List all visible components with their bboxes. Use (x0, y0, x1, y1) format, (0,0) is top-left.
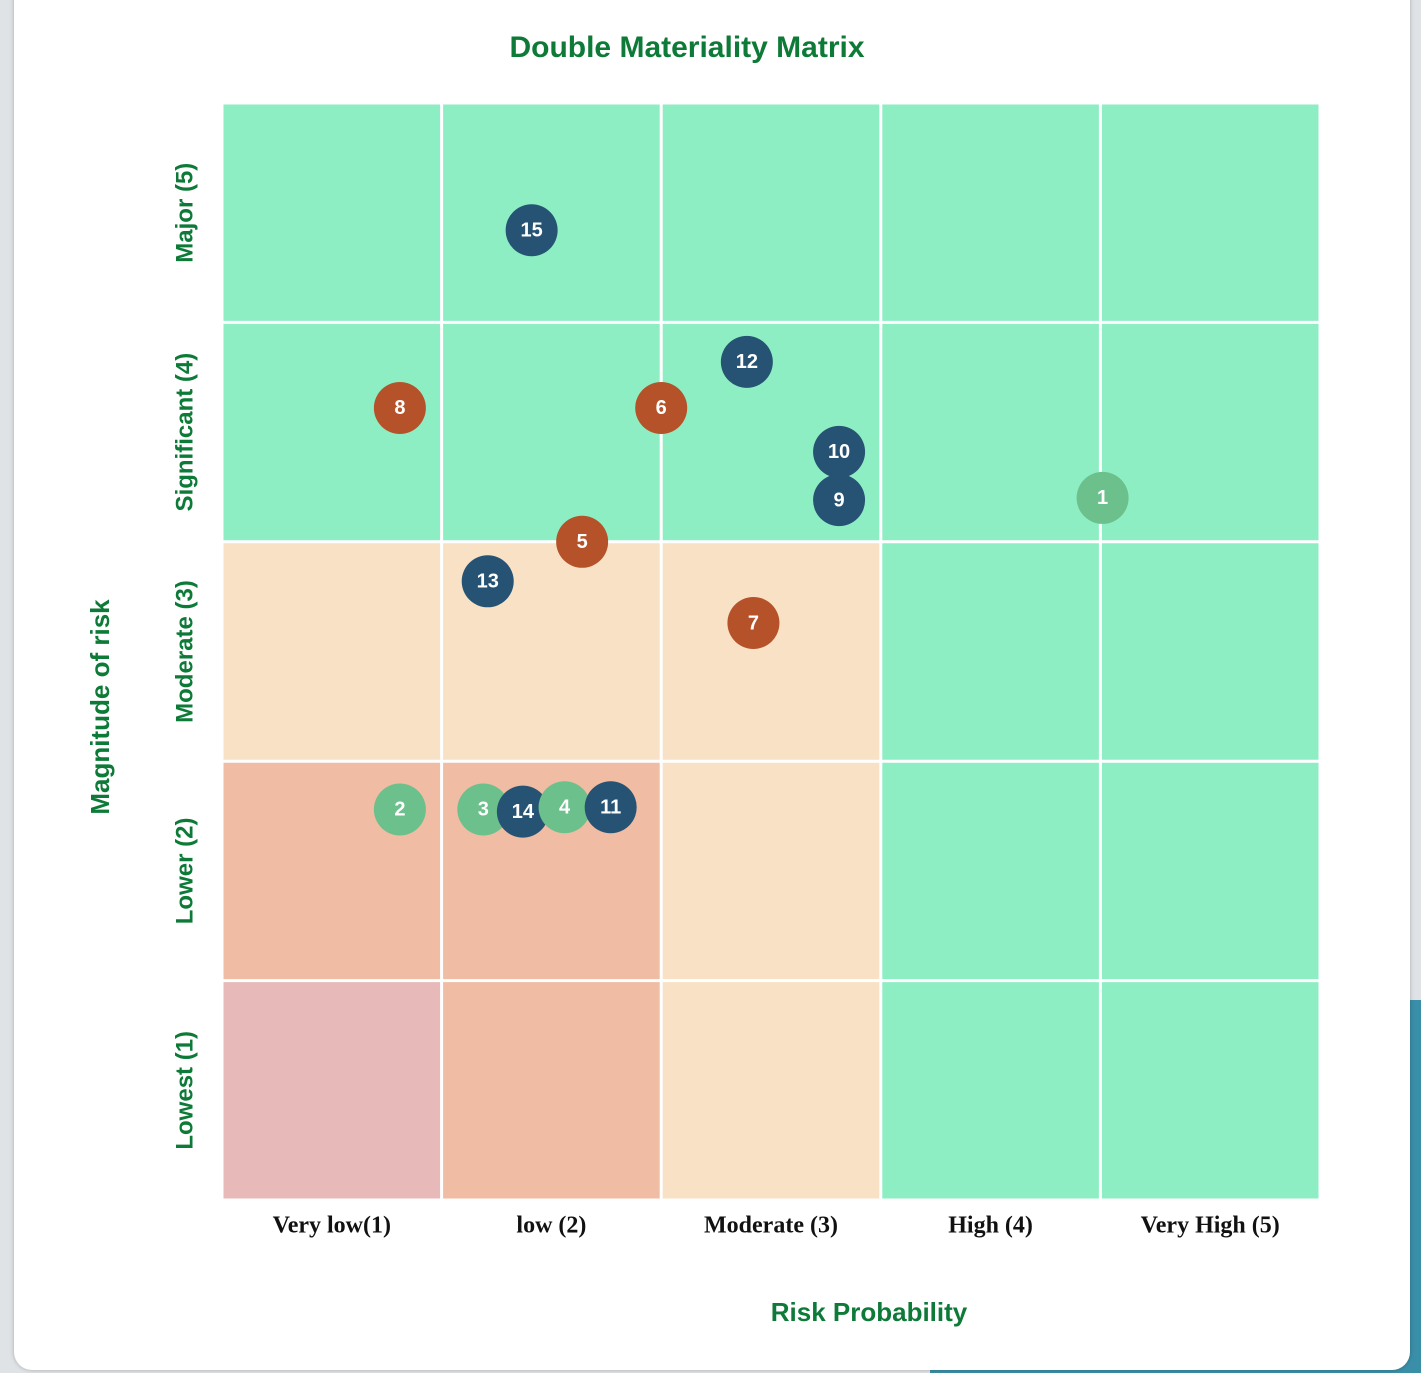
point-label: 9 (834, 489, 845, 511)
point (813, 474, 866, 527)
y-tick-label: Moderate (3) (171, 580, 198, 723)
matrix-cell (880, 761, 1101, 981)
matrix-cell (661, 761, 881, 981)
point-label: 14 (512, 801, 535, 823)
point (457, 783, 510, 836)
point (813, 425, 866, 478)
matrix-cell (880, 322, 1101, 542)
matrix-cell (1100, 761, 1320, 981)
point (373, 381, 426, 434)
point-label: 8 (394, 397, 405, 419)
matrix-cell (880, 103, 1101, 323)
point (727, 596, 780, 649)
point (1076, 471, 1129, 524)
point (461, 555, 514, 608)
chart-title: Double Materiality Matrix (509, 31, 864, 64)
matrix-cell (441, 103, 662, 323)
point-label: 7 (748, 612, 759, 634)
matrix-cell (222, 103, 442, 323)
x-tick-label: low (2) (516, 1213, 586, 1239)
point-label: 13 (477, 571, 499, 593)
point-label: 5 (577, 531, 588, 553)
matrix-cell (661, 103, 881, 323)
point-label: 1 (1097, 487, 1108, 509)
matrix-cell (1100, 103, 1320, 323)
point (373, 783, 426, 836)
point (505, 204, 558, 257)
point-label: 10 (828, 441, 850, 463)
point-label: 15 (521, 220, 543, 242)
matrix-cell (661, 980, 881, 1200)
y-tick-label: Lower (2) (171, 818, 198, 925)
point-label: 6 (656, 397, 667, 419)
x-axis-label: Risk Probability (771, 1297, 968, 1327)
point-label: 2 (394, 799, 405, 821)
matrix-cell (222, 980, 442, 1200)
point (496, 785, 549, 838)
matrix-cell (661, 541, 881, 762)
point-label: 3 (478, 799, 489, 821)
matrix-cell (222, 541, 442, 762)
matrix-cell (1100, 541, 1320, 762)
point-label: 4 (559, 797, 571, 819)
point (720, 335, 773, 388)
x-tick-label: Very low(1) (273, 1213, 391, 1239)
point-label: 11 (600, 797, 621, 819)
y-tick-label: Significant (4) (171, 353, 198, 512)
x-tick-label: Very High (5) (1141, 1213, 1280, 1239)
x-tick-label: Moderate (3) (704, 1213, 838, 1239)
point (556, 515, 609, 568)
point (538, 781, 591, 834)
matrix-cell (880, 541, 1101, 762)
y-tick-label: Lowest (1) (171, 1031, 198, 1150)
y-axis-label: Magnitude of risk (85, 599, 115, 815)
matrix-cell (1100, 322, 1320, 542)
matrix-cell (880, 980, 1101, 1200)
y-tick-label: Major (5) (171, 163, 198, 263)
matrix-cell (1100, 980, 1320, 1200)
point (635, 381, 688, 434)
matrix-cell (441, 322, 662, 542)
x-tick-label: High (4) (948, 1213, 1033, 1239)
point-label: 12 (736, 351, 758, 373)
matrix-cell (441, 980, 662, 1200)
point (584, 781, 637, 834)
